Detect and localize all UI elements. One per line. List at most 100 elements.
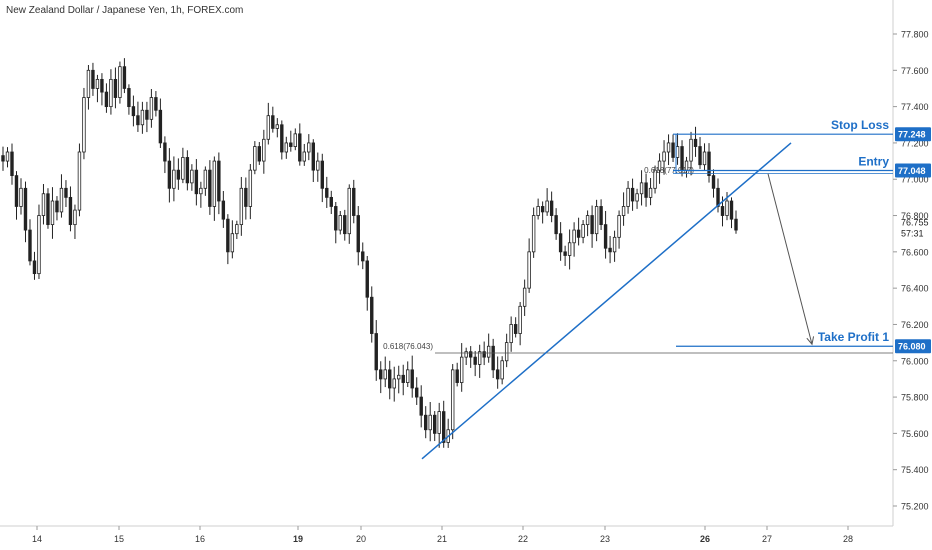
candle-body bbox=[329, 196, 333, 207]
candle-body bbox=[64, 187, 68, 198]
candle-body bbox=[104, 91, 109, 108]
candle-body bbox=[585, 215, 590, 226]
price-box-label: 76.080 bbox=[898, 342, 926, 352]
candle-body bbox=[716, 187, 720, 207]
x-tick-label: 22 bbox=[518, 534, 528, 544]
candle-body bbox=[531, 215, 536, 253]
candle-body bbox=[46, 193, 50, 226]
candle-body bbox=[450, 369, 455, 431]
candle-body bbox=[10, 151, 14, 177]
drawings: 0.618(76.043) 0.618(77.017) Stop Loss Entry… bbox=[383, 118, 893, 460]
candle-body bbox=[693, 138, 698, 147]
candle-body bbox=[504, 342, 509, 362]
candle-body bbox=[662, 151, 666, 162]
candle-body bbox=[437, 411, 441, 434]
y-tick-label: 77.400 bbox=[901, 102, 929, 112]
candle-body bbox=[122, 66, 127, 89]
x-tick-label: 16 bbox=[195, 534, 205, 544]
candle-body bbox=[410, 369, 414, 389]
candle-body bbox=[388, 369, 392, 389]
candle-body bbox=[599, 206, 603, 226]
fib-label: 0.618(76.043) bbox=[383, 342, 433, 351]
level-label: Stop Loss bbox=[831, 118, 889, 132]
candle-body bbox=[298, 133, 302, 162]
candle-body bbox=[612, 236, 617, 253]
candle-body bbox=[581, 224, 585, 238]
candle-body bbox=[729, 200, 734, 220]
x-tick-label: 27 bbox=[762, 534, 772, 544]
candle-body bbox=[698, 146, 702, 166]
candle-body bbox=[289, 142, 293, 147]
candle-body bbox=[172, 169, 176, 189]
candle-body bbox=[644, 182, 648, 198]
candle-body bbox=[594, 206, 599, 235]
candle-body bbox=[19, 187, 23, 207]
candle-body bbox=[419, 396, 423, 416]
candle-body bbox=[271, 115, 275, 129]
candle-body bbox=[109, 78, 113, 108]
candle-body bbox=[212, 160, 217, 207]
candle-body bbox=[711, 175, 716, 189]
candle-body bbox=[379, 369, 383, 380]
candle-body bbox=[356, 215, 360, 253]
x-tick-label: 19 bbox=[293, 534, 303, 544]
candle-body bbox=[361, 251, 365, 262]
candle-body bbox=[639, 182, 644, 195]
candle-body bbox=[316, 160, 320, 171]
candle-body bbox=[127, 88, 131, 108]
candle-body bbox=[226, 218, 230, 253]
arrow-head bbox=[806, 336, 815, 346]
candle-body bbox=[468, 351, 473, 358]
candle-body bbox=[41, 193, 46, 216]
candle-body bbox=[635, 193, 639, 202]
candle-body bbox=[77, 151, 82, 211]
candle-body bbox=[365, 260, 369, 298]
candle-body bbox=[275, 124, 280, 129]
candle-body bbox=[293, 133, 298, 147]
candle-body bbox=[32, 260, 37, 275]
x-tick-label: 15 bbox=[114, 534, 124, 544]
candle-body bbox=[149, 97, 154, 120]
candle-body bbox=[500, 360, 504, 380]
candle-body bbox=[459, 356, 464, 383]
y-tick-label: 76.400 bbox=[901, 284, 929, 294]
candle-body bbox=[518, 305, 522, 334]
price-box bbox=[895, 127, 931, 142]
candle-body bbox=[325, 187, 329, 198]
candle-body bbox=[208, 169, 212, 207]
candle-body bbox=[554, 215, 558, 235]
candle-body bbox=[253, 146, 257, 171]
price-box-label: 77.248 bbox=[898, 130, 926, 140]
price-box bbox=[895, 339, 931, 354]
candle-body bbox=[513, 324, 518, 334]
candle-body bbox=[406, 369, 410, 383]
candle-body bbox=[136, 115, 140, 126]
candle-body bbox=[653, 169, 657, 189]
candle-body bbox=[522, 287, 527, 307]
candle-body bbox=[563, 251, 567, 256]
candle-body bbox=[702, 151, 707, 166]
candle-body bbox=[95, 78, 100, 89]
candle-body bbox=[131, 106, 136, 117]
candle-body bbox=[307, 142, 311, 153]
y-tick-label: 77.600 bbox=[901, 66, 929, 76]
candle-body bbox=[23, 187, 28, 231]
candle-body bbox=[73, 209, 77, 226]
candle-body bbox=[433, 414, 437, 434]
candle-body bbox=[383, 369, 387, 380]
candle-body bbox=[630, 187, 635, 202]
candle-body bbox=[68, 196, 73, 226]
candle-body bbox=[302, 151, 306, 162]
candle-body bbox=[347, 187, 351, 235]
candle-body bbox=[194, 169, 199, 195]
candle-body bbox=[190, 169, 194, 184]
candle-body bbox=[590, 215, 594, 235]
candle-body bbox=[464, 351, 468, 358]
candle-body bbox=[320, 160, 324, 189]
candle-body bbox=[549, 200, 554, 216]
x-tick-label: 28 bbox=[843, 534, 853, 544]
candle-body bbox=[14, 175, 19, 207]
chart-title: New Zealand Dollar / Japanese Yen, 1h, F… bbox=[6, 5, 244, 16]
level-label: Take Profit 1 bbox=[818, 330, 889, 344]
